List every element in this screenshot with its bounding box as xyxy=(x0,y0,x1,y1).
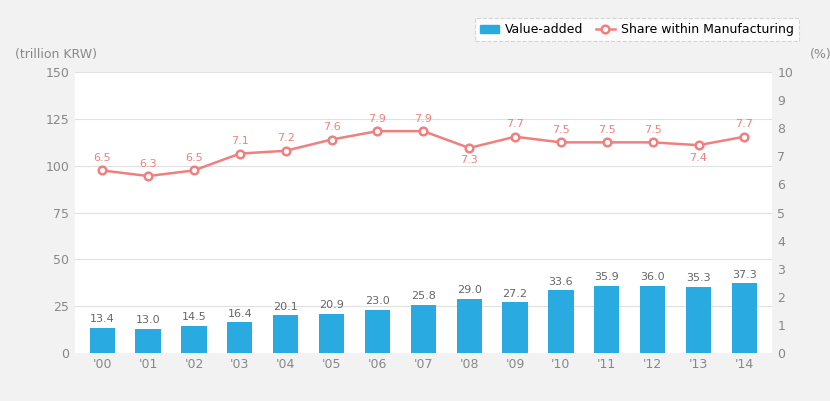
Text: (%): (%) xyxy=(810,48,830,61)
Text: 37.3: 37.3 xyxy=(732,270,757,280)
Bar xyxy=(227,322,252,353)
Bar xyxy=(502,302,528,353)
Bar xyxy=(319,314,344,353)
Text: 7.6: 7.6 xyxy=(323,122,340,132)
Legend: Value-added, Share within Manufacturing: Value-added, Share within Manufacturing xyxy=(475,18,798,41)
Bar xyxy=(273,315,298,353)
Bar xyxy=(640,286,666,353)
Text: 6.5: 6.5 xyxy=(185,153,203,163)
Text: 6.3: 6.3 xyxy=(139,158,157,168)
Text: 29.0: 29.0 xyxy=(457,285,481,295)
Text: 7.7: 7.7 xyxy=(735,119,754,129)
Bar xyxy=(686,287,711,353)
Text: 27.2: 27.2 xyxy=(502,289,528,299)
Bar xyxy=(594,286,619,353)
Bar xyxy=(411,305,436,353)
Text: 13.4: 13.4 xyxy=(90,314,115,324)
Text: 7.2: 7.2 xyxy=(276,133,295,143)
Bar xyxy=(549,290,574,353)
Text: 7.9: 7.9 xyxy=(414,113,432,124)
Bar xyxy=(457,299,481,353)
Text: 33.6: 33.6 xyxy=(549,277,574,287)
Text: 20.1: 20.1 xyxy=(273,302,298,312)
Bar xyxy=(365,310,390,353)
Text: 7.1: 7.1 xyxy=(231,136,249,146)
Text: 7.5: 7.5 xyxy=(644,125,662,135)
Text: 7.3: 7.3 xyxy=(461,156,478,166)
Bar xyxy=(181,326,207,353)
Bar xyxy=(90,328,115,353)
Text: 23.0: 23.0 xyxy=(365,296,390,306)
Text: 25.8: 25.8 xyxy=(411,291,436,301)
Bar xyxy=(732,283,757,353)
Text: 6.5: 6.5 xyxy=(94,153,111,163)
Text: 35.9: 35.9 xyxy=(594,272,619,282)
Bar xyxy=(135,328,161,353)
Text: 7.9: 7.9 xyxy=(369,113,387,124)
Text: 7.5: 7.5 xyxy=(598,125,616,135)
Text: 35.3: 35.3 xyxy=(686,273,710,284)
Text: 36.0: 36.0 xyxy=(640,272,665,282)
Text: 7.4: 7.4 xyxy=(690,153,707,163)
Text: 7.5: 7.5 xyxy=(552,125,569,135)
Text: 13.0: 13.0 xyxy=(136,315,160,325)
Text: (trillion KRW): (trillion KRW) xyxy=(16,48,97,61)
Text: 14.5: 14.5 xyxy=(182,312,207,322)
Text: 7.7: 7.7 xyxy=(506,119,524,129)
Text: 20.9: 20.9 xyxy=(319,300,344,310)
Text: 16.4: 16.4 xyxy=(227,309,252,319)
